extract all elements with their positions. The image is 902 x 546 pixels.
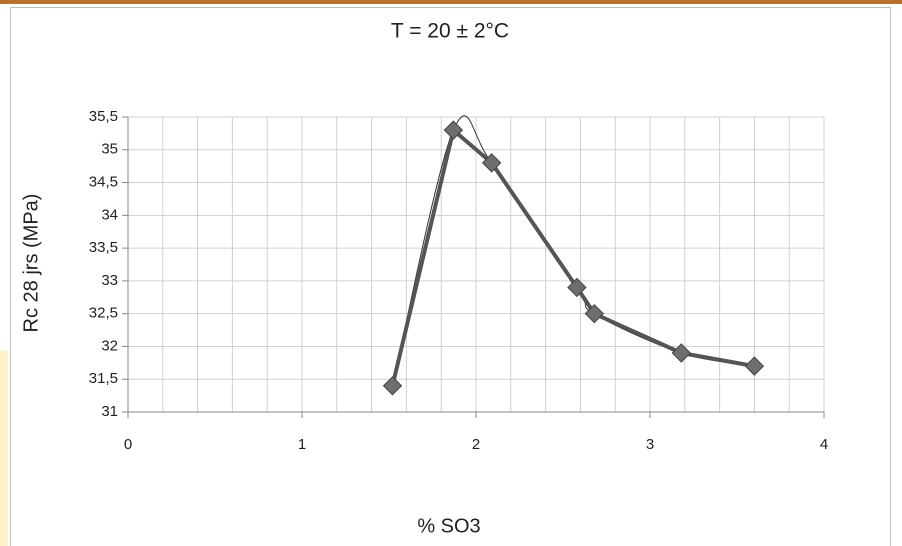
y-tick-label: 31 [101, 403, 118, 420]
y-tick-label: 33,5 [89, 239, 118, 256]
y-tick-label: 35,5 [89, 108, 118, 125]
left-strip [0, 350, 8, 546]
y-tick-label: 33 [101, 272, 118, 289]
x-tick-label: 0 [124, 436, 132, 453]
y-tick-label: 34 [101, 206, 118, 223]
x-axis-label: % SO3 [417, 515, 480, 537]
marker [567, 277, 587, 298]
x-tick-label: 2 [472, 436, 480, 453]
marker [443, 120, 464, 140]
marker [382, 376, 403, 396]
x-tick-label: 1 [298, 436, 306, 453]
marker [744, 356, 765, 376]
chart-title: T = 20 ± 2°C [391, 20, 509, 43]
x-tick-label: 4 [820, 436, 828, 453]
chart-frame [10, 7, 891, 546]
y-tick-label: 35 [101, 141, 118, 158]
marker [671, 343, 692, 363]
y-tick-label: 32 [101, 337, 118, 354]
y-tick-label: 34,5 [89, 174, 118, 191]
x-tick-label: 3 [646, 436, 654, 453]
top-border [0, 0, 902, 4]
marker [481, 153, 502, 173]
marker [584, 303, 605, 324]
y-axis-label: Rc 28 jrs (MPa) [20, 194, 42, 333]
y-tick-label: 31,5 [89, 370, 118, 387]
y-tick-label: 32,5 [89, 305, 118, 322]
